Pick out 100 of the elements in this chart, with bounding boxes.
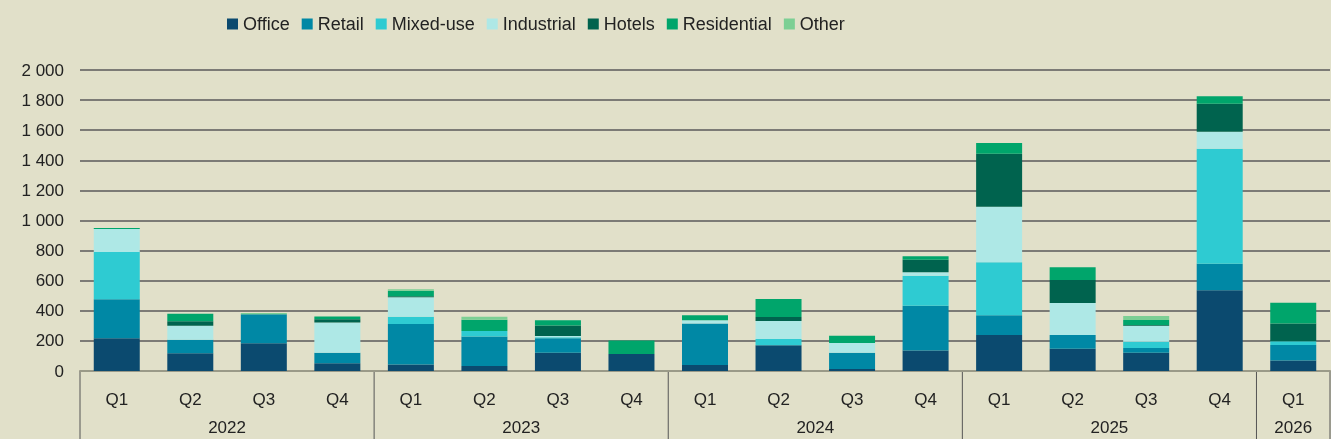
x-tick-label: Q4	[1208, 390, 1232, 409]
bar	[829, 343, 876, 353]
y-tick-label: 0	[54, 361, 64, 381]
bar	[755, 321, 802, 339]
bar	[93, 229, 140, 253]
x-tick-label: Q3	[840, 390, 864, 409]
bar	[902, 275, 949, 306]
bar	[534, 338, 581, 353]
bar	[387, 316, 434, 325]
bar	[902, 272, 949, 276]
bar	[534, 352, 581, 371]
bar	[167, 339, 214, 354]
y-tick-label: 1 000	[21, 211, 64, 230]
bar	[1270, 341, 1317, 345]
bar	[1049, 348, 1096, 371]
bar	[902, 259, 949, 273]
bar	[976, 206, 1023, 263]
x-tick-label: Q2	[473, 390, 496, 409]
legend-label: Mixed-use	[391, 14, 475, 34]
bar	[93, 299, 140, 339]
bar	[534, 325, 581, 336]
x-tick-label: Q1	[987, 390, 1011, 409]
bar	[976, 335, 1023, 371]
bar	[755, 316, 802, 322]
bar	[1049, 267, 1096, 280]
x-tick-label: Q1	[1281, 390, 1305, 409]
bar	[1123, 325, 1170, 342]
bar	[1270, 344, 1317, 361]
text: 2026	[1274, 417, 1313, 437]
bar	[608, 353, 655, 371]
bar	[976, 142, 1023, 154]
bar	[167, 313, 214, 322]
bar	[461, 330, 508, 337]
legend-label: Residential	[682, 14, 772, 34]
x-tick-label: Q4	[326, 390, 349, 409]
y-tick-label: 1 800	[21, 90, 64, 110]
bar	[1270, 323, 1317, 342]
bar	[976, 262, 1023, 316]
bar	[1123, 341, 1170, 348]
bar	[1123, 316, 1170, 320]
bar	[1049, 335, 1096, 349]
bar	[1123, 352, 1170, 371]
bar	[755, 338, 802, 346]
y-tick-label: 1 200	[21, 180, 64, 200]
bar	[1049, 302, 1096, 336]
x-tick-label: Q4	[914, 390, 937, 409]
bar	[167, 353, 214, 371]
bar	[387, 297, 434, 317]
x-tick-label: Q1	[693, 390, 717, 409]
bar	[1196, 263, 1243, 291]
text: 2025	[1090, 417, 1129, 437]
y-tick-label: 1 400	[21, 150, 64, 170]
bar	[755, 345, 802, 371]
bar	[240, 314, 287, 344]
x-tick-label: Q2	[1061, 390, 1084, 409]
bar	[976, 153, 1023, 207]
bar	[1196, 103, 1243, 132]
bar	[461, 336, 508, 367]
bar	[902, 256, 949, 260]
legend-label: Office	[243, 14, 290, 34]
x-tick-label: Q3	[1134, 390, 1158, 409]
y-tick-label: 2 000	[21, 60, 64, 80]
bar	[93, 252, 140, 300]
legend-label: Hotels	[603, 14, 655, 34]
bar	[829, 335, 876, 344]
bar	[1270, 360, 1317, 371]
bar	[240, 343, 287, 371]
bar	[1196, 148, 1243, 264]
bar	[1123, 319, 1170, 325]
bar	[1049, 279, 1096, 303]
y-tick-label: 1 600	[21, 120, 64, 140]
bar	[387, 324, 434, 365]
y-tick-label: 800	[35, 241, 64, 261]
bar	[902, 305, 949, 351]
bar	[829, 352, 876, 370]
bar	[755, 299, 802, 317]
bar	[167, 325, 214, 340]
x-tick-label: Q1	[105, 390, 129, 409]
bar	[93, 338, 140, 371]
x-tick-label: Q1	[399, 390, 423, 409]
bar	[314, 352, 361, 364]
x-tick-label: Q4	[620, 390, 643, 409]
text: 2024	[796, 417, 835, 437]
bar	[608, 340, 655, 354]
bar	[682, 315, 728, 321]
bar	[1196, 290, 1243, 371]
bar	[682, 323, 728, 365]
x-tick-label: Q3	[546, 390, 570, 409]
bar	[461, 319, 508, 331]
legend-label: Retail	[317, 14, 364, 34]
bar	[1196, 96, 1243, 104]
bar	[1123, 347, 1170, 353]
bar	[461, 366, 508, 371]
bar	[314, 363, 361, 371]
bar	[976, 315, 1023, 336]
y-tick-label: 600	[35, 271, 64, 291]
bar	[167, 321, 214, 326]
bar	[682, 364, 728, 371]
legend-label: Other	[799, 14, 845, 34]
bar	[314, 322, 361, 353]
